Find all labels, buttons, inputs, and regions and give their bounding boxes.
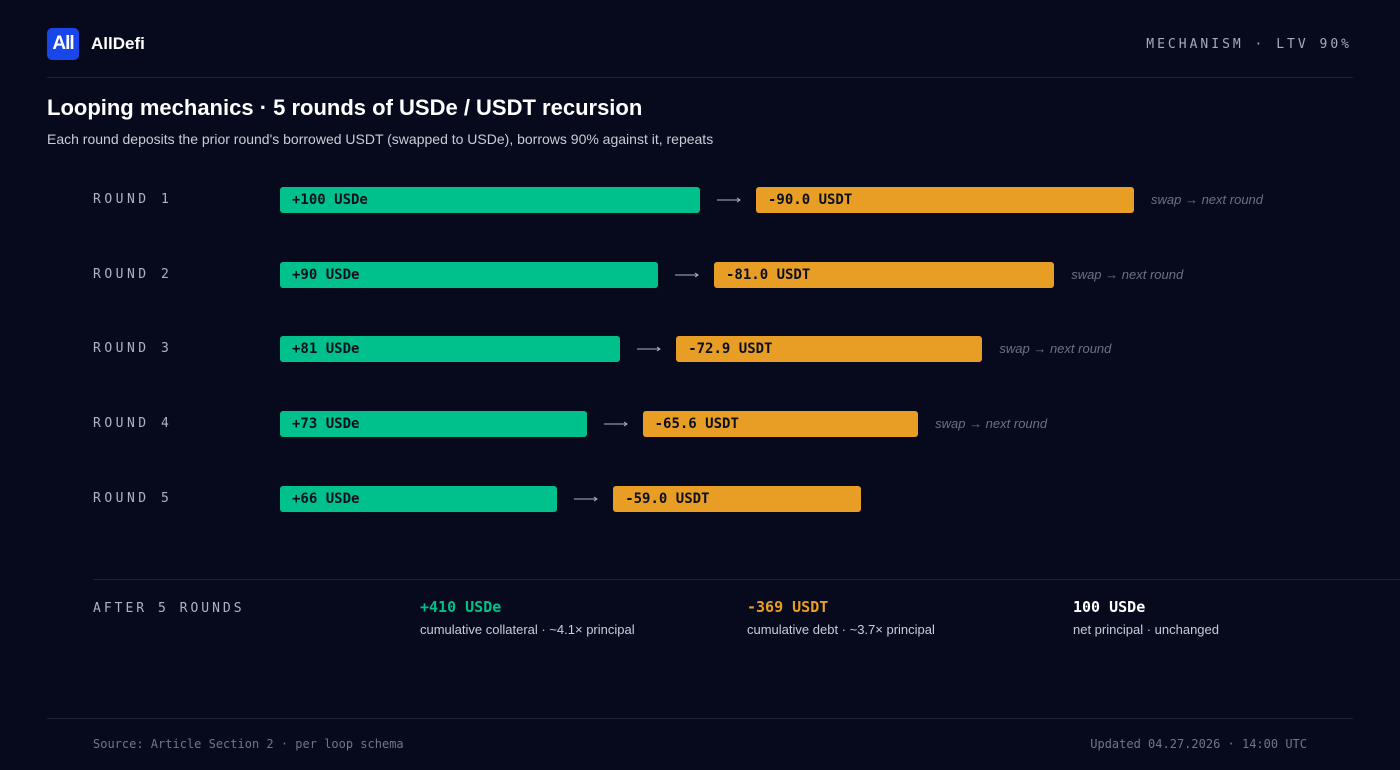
collateral-bar: +100 USDe bbox=[280, 187, 700, 213]
arrow-right-icon bbox=[637, 346, 662, 352]
round-label: ROUND 1 bbox=[93, 192, 173, 207]
summary-label: AFTER 5 ROUNDS bbox=[93, 601, 245, 616]
arrow-right-icon bbox=[574, 496, 599, 502]
arrow-right-icon bbox=[717, 197, 741, 203]
round-label: ROUND 2 bbox=[93, 267, 173, 282]
debt-bar: -65.6 USDT bbox=[642, 411, 919, 437]
collateral-bar: +90 USDe bbox=[280, 262, 658, 288]
swap-note: swap → next round bbox=[1071, 267, 1184, 282]
summary-principal-desc: net principal · unchanged bbox=[1073, 622, 1219, 637]
summary-principal-value: 100 USDe bbox=[1073, 598, 1146, 616]
swap-note: swap → next round bbox=[935, 416, 1048, 431]
header-divider bbox=[47, 77, 1353, 78]
debt-bar: -59.0 USDT bbox=[613, 486, 861, 512]
brand-name: AllDefi bbox=[91, 34, 145, 53]
arrow-right-icon bbox=[675, 272, 699, 278]
arrow-right-icon bbox=[603, 421, 628, 427]
swap-note: swap → next round bbox=[999, 341, 1112, 356]
footer-updated: Updated 04.27.2026 · 14:00 UTC bbox=[1090, 737, 1307, 751]
brand-logo: All bbox=[47, 28, 79, 60]
collateral-bar: +66 USDe bbox=[280, 486, 558, 512]
summary-divider bbox=[93, 579, 1400, 580]
round-label: ROUND 5 bbox=[93, 491, 173, 506]
debt-bar: -81.0 USDT bbox=[714, 262, 1055, 288]
collateral-bar: +81 USDe bbox=[280, 336, 621, 362]
summary-collateral-value: +410 USDe bbox=[420, 598, 502, 616]
page-subtitle: Each round deposits the prior round's bo… bbox=[47, 131, 714, 147]
debt-bar: -72.9 USDT bbox=[676, 336, 983, 362]
swap-note: swap → next round bbox=[1151, 192, 1264, 207]
page-title: Looping mechanics · 5 rounds of USDe / U… bbox=[47, 95, 643, 120]
summary-collateral-desc: cumulative collateral · ~4.1× principal bbox=[420, 622, 635, 637]
debt-bar: -90.0 USDT bbox=[756, 187, 1134, 213]
summary-debt-desc: cumulative debt · ~3.7× principal bbox=[747, 622, 935, 637]
round-label: ROUND 3 bbox=[93, 341, 173, 356]
header-tag: MECHANISM · LTV 90% bbox=[1146, 37, 1352, 52]
collateral-bar: +73 USDe bbox=[280, 411, 587, 437]
round-label: ROUND 4 bbox=[93, 416, 173, 431]
summary-debt-value: -369 USDT bbox=[747, 598, 829, 616]
footer-divider bbox=[47, 718, 1353, 719]
footer-source: Source: Article Section 2 · per loop sch… bbox=[93, 737, 404, 751]
